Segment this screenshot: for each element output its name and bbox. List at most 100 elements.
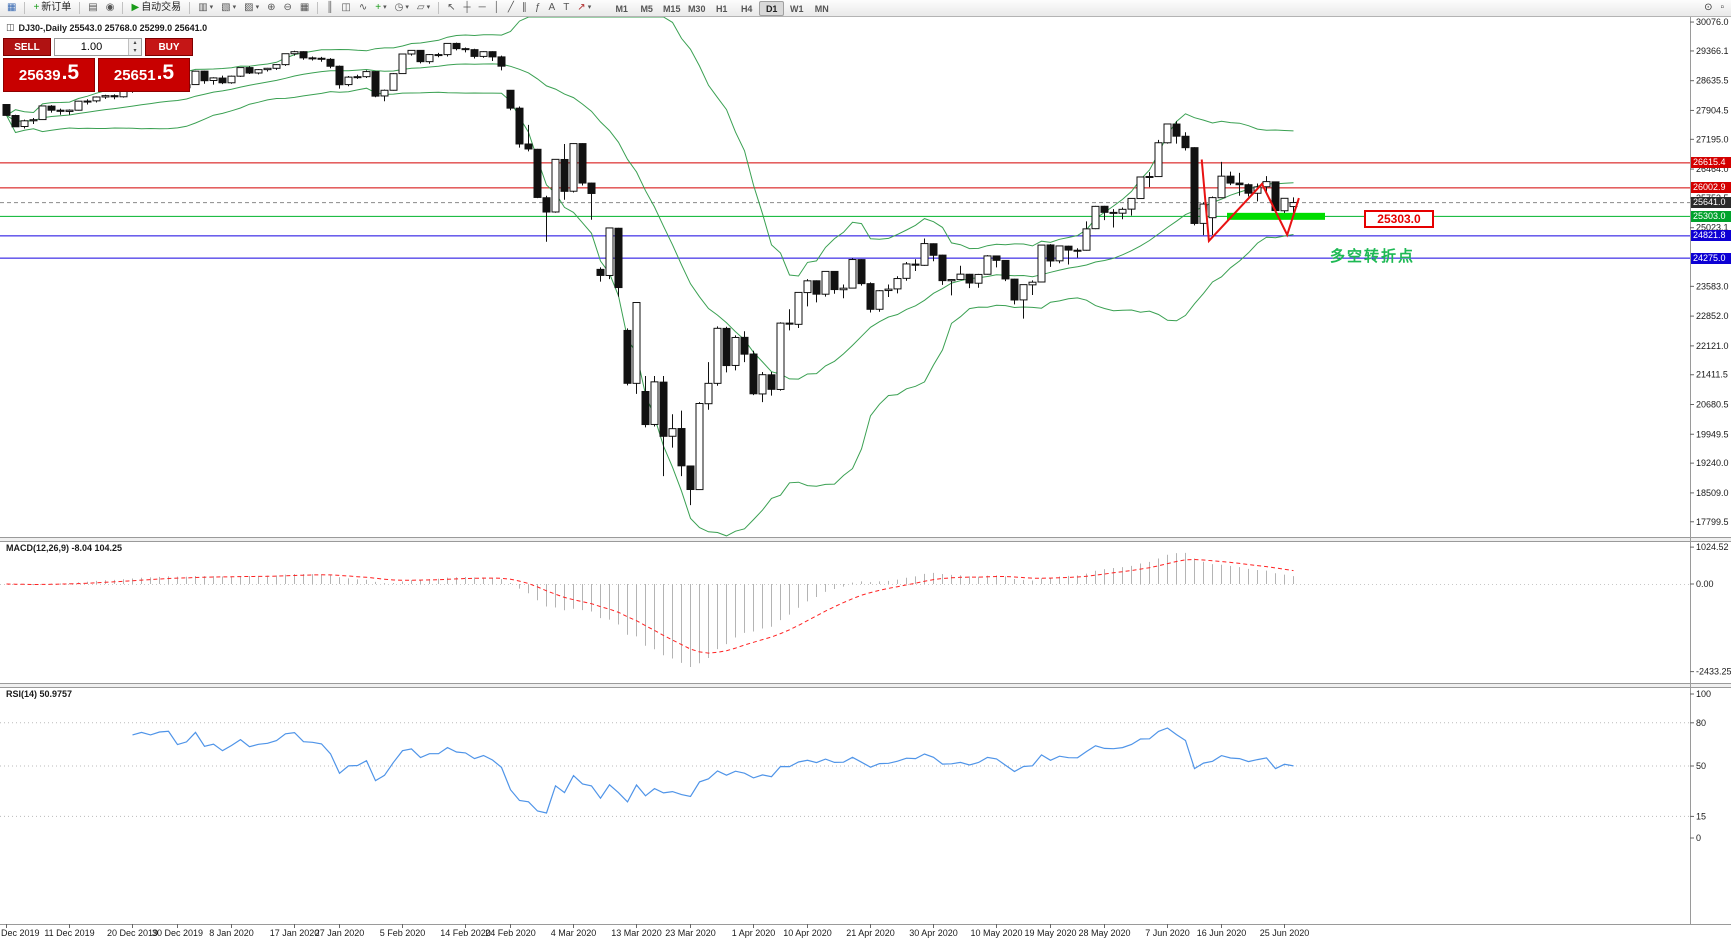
svg-text:10 Apr 2020: 10 Apr 2020 (783, 928, 832, 938)
candlestick-mode-button[interactable]: ◫ (337, 1, 354, 16)
buy-button[interactable]: BUY (145, 38, 193, 56)
channel-tool-button[interactable]: ∥ (518, 1, 531, 16)
price-tag-26615.4: 26615.4 (1691, 157, 1731, 169)
svg-text:1 Apr 2020: 1 Apr 2020 (732, 928, 776, 938)
svg-text:19949.5: 19949.5 (1696, 429, 1729, 439)
chart-icon: ◫ (6, 22, 15, 32)
timeframe-toolbar: M1 M5 M15 M30 H1 H4 D1 W1 MN (609, 0, 834, 16)
templates-menu-button[interactable]: ▱ ▾ (413, 1, 434, 16)
new-chart-button[interactable]: ▦ (3, 1, 20, 16)
text-label-tool-button[interactable]: T (559, 1, 573, 16)
pane-frame (0, 17, 1731, 925)
svg-text:26464.0: 26464.0 (1696, 164, 1729, 174)
svg-text:23583.0: 23583.0 (1696, 281, 1729, 291)
price-tag-24275.0: 24275.0 (1691, 252, 1731, 264)
buy-price-box[interactable]: 25651.5 (98, 58, 190, 92)
timeframe-m15-button[interactable]: M15 (662, 3, 681, 14)
turning-point-label: 多空转折点 (1330, 248, 1416, 265)
vertical-line-tool-button[interactable]: │ (490, 1, 504, 16)
search-button[interactable]: ⊙ (1704, 2, 1713, 13)
arrows-tool-dropdown-icon[interactable]: ▾ (587, 4, 592, 11)
price-callout-box[interactable]: 25303.0 (1364, 210, 1434, 228)
svg-text:-2433.25: -2433.25 (1696, 667, 1731, 677)
svg-text:29366.1: 29366.1 (1696, 46, 1729, 56)
volume-down-button[interactable]: ▾ (129, 47, 141, 55)
svg-text:20680.5: 20680.5 (1696, 399, 1729, 409)
svg-text:19240.0: 19240.0 (1696, 458, 1729, 468)
tile-windows-button[interactable]: ▦ (296, 1, 313, 16)
bar-chart-mode-button[interactable]: ║ (322, 1, 337, 16)
trendline-tool-icon: ╱ (507, 2, 514, 13)
macd-signal-line (6, 558, 1294, 654)
timeframe-m30-button[interactable]: M30 (687, 3, 706, 14)
terminal-panel-icon: ▨ (244, 2, 254, 13)
text-tool-icon: A (548, 2, 556, 13)
volume-input[interactable] (55, 39, 128, 55)
svg-text:50: 50 (1696, 761, 1706, 771)
sell-button[interactable]: SELL (3, 38, 51, 56)
timeframe-m1-button[interactable]: M1 (615, 3, 628, 14)
volume-up-button[interactable]: ▴ (129, 39, 141, 47)
timeframe-h1-button[interactable]: H1 (715, 3, 728, 14)
zoom-in-button[interactable]: ⊕ (263, 1, 279, 16)
toolbar-right-group: ⊙ ▫ (1700, 1, 1728, 16)
navigator-button[interactable]: ◉ (102, 1, 119, 16)
line-chart-mode-button[interactable]: ∿ (355, 1, 371, 16)
rsi-layer (0, 722, 1690, 817)
zoom-out-button[interactable]: ⊖ (279, 1, 295, 16)
periods-menu-dropdown-icon[interactable]: ▾ (405, 4, 409, 11)
chart-symbol-title: ◫ DJ30-,Daily 25543.0 25768.0 25299.0 25… (6, 22, 207, 33)
fibonacci-tool-icon: ƒ (534, 2, 541, 13)
price-tag-24821.8: 24821.8 (1691, 230, 1731, 242)
auto-trading-icon: ▶ (131, 2, 140, 13)
indicators-list-button[interactable]: + ▾ (371, 1, 390, 16)
fibonacci-tool-button[interactable]: ƒ (531, 1, 545, 16)
buy-price-main: 25651 (113, 66, 156, 84)
toolbar-separator (317, 2, 319, 14)
svg-text:25023.1: 25023.1 (1696, 223, 1729, 233)
indicators-list-dropdown-icon[interactable]: ▾ (383, 4, 387, 11)
svg-text:20 Dec 2019: 20 Dec 2019 (107, 928, 158, 938)
volume-spinners: ▴ ▾ (128, 39, 141, 55)
horizontal-line-tool-button[interactable]: ─ (475, 1, 490, 16)
rsi-indicator-label: RSI(14) 50.9757 (6, 689, 73, 699)
periods-menu-button[interactable]: ◷ ▾ (391, 1, 413, 16)
auto-trading-button[interactable]: ▶ 自动交易 (127, 1, 185, 16)
svg-text:100: 100 (1696, 689, 1711, 699)
svg-text:4 Mar 2020: 4 Mar 2020 (551, 928, 597, 938)
strategy-tester-dropdown-icon[interactable]: ▾ (232, 4, 237, 11)
candles-layer (2, 42, 1298, 506)
horizontal-lines-layer (0, 162, 1690, 259)
arrows-tool-button[interactable]: ↗ ▾ (573, 1, 595, 16)
svg-text:24 Feb 2020: 24 Feb 2020 (485, 928, 536, 938)
strategy-tester-icon: ▧ (221, 2, 231, 13)
new-chart-icon: ▦ (7, 2, 17, 13)
timeframe-d1-button[interactable]: D1 (759, 0, 785, 16)
cursor-tool-button[interactable]: ↖ (443, 1, 459, 16)
market-watch-button[interactable]: ▤ (84, 1, 101, 16)
data-window-button[interactable]: ▥ ▾ (194, 1, 217, 16)
macd-indicator-label: MACD(12,26,9) -8.04 104.25 (6, 543, 123, 553)
timeframe-w1-button[interactable]: W1 (789, 3, 804, 14)
text-tool-button[interactable]: A (545, 1, 560, 16)
axis-labels-layer: 30076.0 29366.1 28635.5 27904.5 27195.0 26464… (1, 17, 1731, 938)
toolbar-separator (79, 2, 81, 14)
templates-menu-dropdown-icon[interactable]: ▾ (426, 4, 431, 11)
crosshair-tool-button[interactable]: ┼ (459, 1, 474, 16)
timeframe-h4-button[interactable]: H4 (740, 3, 753, 14)
chart-profile-button[interactable]: ▫ (1720, 2, 1724, 13)
terminal-panel-button[interactable]: ▨ ▾ (240, 1, 263, 16)
timeframe-mn-button[interactable]: MN (814, 3, 829, 14)
toolbar-separator (189, 2, 191, 14)
new-order-button[interactable]: + 新订单 (29, 1, 75, 16)
data-window-dropdown-icon[interactable]: ▾ (209, 4, 214, 11)
sell-price-box[interactable]: 25639.5 (3, 58, 95, 92)
strategy-tester-button[interactable]: ▧ ▾ (217, 1, 240, 16)
timeframe-m5-button[interactable]: M5 (640, 3, 653, 14)
svg-text:7 Jun 2020: 7 Jun 2020 (1145, 928, 1190, 938)
svg-text:11 Dec 2019: 11 Dec 2019 (44, 928, 94, 938)
terminal-panel-dropdown-icon[interactable]: ▾ (255, 4, 260, 11)
svg-text:30076.0: 30076.0 (1696, 17, 1729, 27)
trendline-tool-button[interactable]: ╱ (504, 1, 518, 16)
